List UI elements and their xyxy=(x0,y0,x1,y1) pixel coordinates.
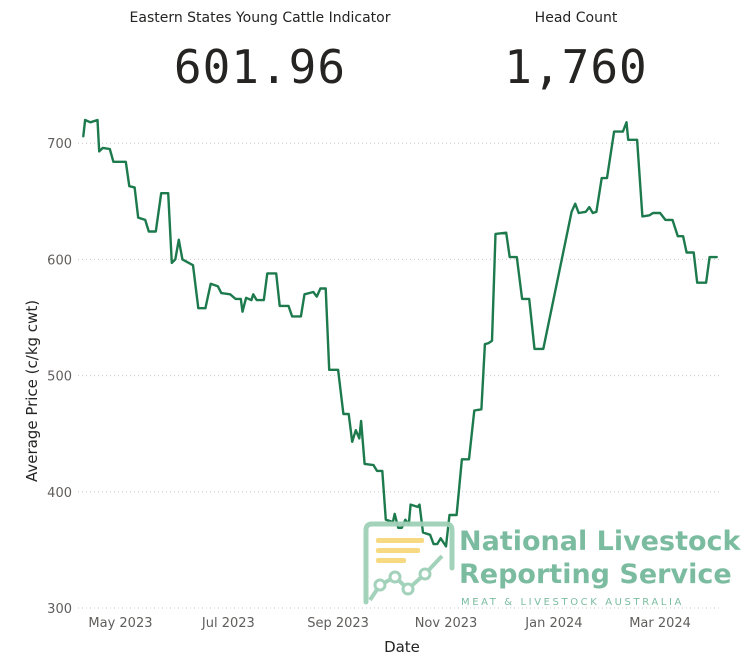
nlrs-watermark: National Livestock Reporting Service MEA… xyxy=(363,521,742,608)
x-tick-label: Mar 2024 xyxy=(629,616,691,631)
gridlines xyxy=(78,142,722,609)
x-tick-label: Jan 2024 xyxy=(524,616,582,631)
x-tick-label: Nov 2023 xyxy=(415,616,478,631)
x-tick-label: Jul 2023 xyxy=(201,616,255,631)
x-axis-ticks: May 2023 Jul 2023 Sep 2023 Nov 2023 Jan 2024… xyxy=(88,616,691,631)
y-tick-label: 400 xyxy=(47,486,72,501)
y-tick-label: 600 xyxy=(47,253,72,268)
y-tick-label: 300 xyxy=(47,602,72,617)
watermark-line1: National Livestock xyxy=(459,526,742,557)
series-layer xyxy=(82,118,718,548)
y-axis-title: Average Price (c/kg cwt) xyxy=(23,300,41,482)
watermark-line2: Reporting Service xyxy=(459,559,732,590)
y-tick-label: 500 xyxy=(47,370,72,385)
y-tick-label: 700 xyxy=(47,137,72,152)
x-tick-label: Sep 2023 xyxy=(307,616,369,631)
kpi-value: 1,760 xyxy=(504,40,648,94)
kpi-head-count: Head Count 1,760 xyxy=(476,10,676,94)
kpi-label: Eastern States Young Cattle Indicator xyxy=(129,10,391,26)
series-line-0 xyxy=(82,118,718,548)
kpi-value: 601.96 xyxy=(173,40,347,94)
x-axis-title: Date xyxy=(384,638,420,656)
x-tick-label: May 2023 xyxy=(88,616,152,631)
kpi-label: Head Count xyxy=(534,10,618,26)
kpi-young-cattle-indicator: Eastern States Young Cattle Indicator 60… xyxy=(100,10,420,94)
watermark-line3: MEAT & LIVESTOCK AUSTRALIA xyxy=(461,597,684,608)
nlrs-logo-icon xyxy=(363,521,455,605)
y-axis-ticks: 300 400 500 600 700 xyxy=(47,137,72,617)
